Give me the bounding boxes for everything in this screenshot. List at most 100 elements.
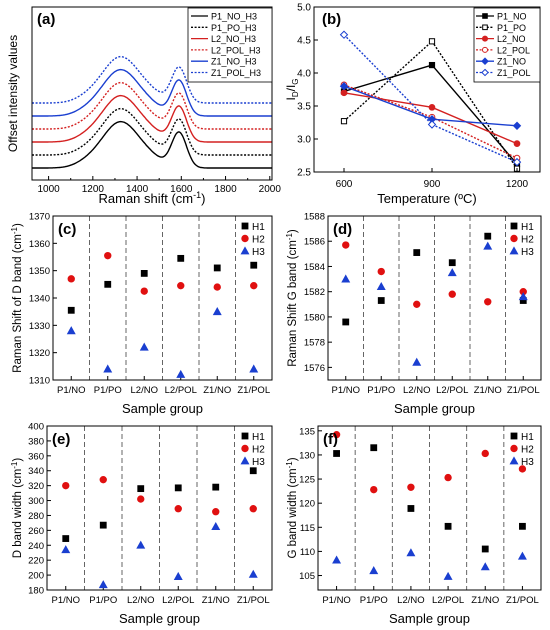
y-tick-label: 180 bbox=[28, 586, 44, 597]
legend-entry-H1: H1 bbox=[252, 222, 265, 233]
point-H3-L2/POL bbox=[173, 571, 183, 580]
x-tick-label: L2/NO bbox=[127, 595, 154, 606]
panel-c: 1310 1320 1330 1340 1350 1360 1370 P1/NO P1/PO L2… bbox=[10, 212, 273, 416]
legend-marker-H2 bbox=[241, 234, 249, 243]
x-tick-label: P1/NO bbox=[322, 595, 351, 606]
point-H3-P1/NO bbox=[61, 545, 71, 554]
x-tick-label: 600 bbox=[336, 179, 353, 190]
y-tick-label: 360 bbox=[28, 451, 44, 462]
point-H1-Z1/NO bbox=[481, 545, 489, 553]
x-axis-label: Sample group bbox=[119, 611, 200, 626]
y-axis-label: ID/IG bbox=[284, 78, 300, 100]
series-line-L2_NO_H3 bbox=[32, 94, 272, 143]
series-line-Z1_NO_H3 bbox=[32, 68, 272, 117]
y-tick-label: 110 bbox=[300, 547, 315, 558]
legend-entry-Z1_POL_H3: Z1_POL_H3 bbox=[211, 68, 261, 78]
x-tick-label: 1000 bbox=[37, 184, 60, 195]
y-tick-label: 125 bbox=[299, 475, 315, 486]
panel-label: (b) bbox=[322, 11, 341, 28]
y-tick-label: 1350 bbox=[29, 266, 50, 277]
point-H2-L2/NO bbox=[407, 483, 415, 491]
point-H2-P1/PO bbox=[104, 251, 112, 260]
x-tick-label: 900 bbox=[424, 179, 441, 190]
point-Z1_POL-1200 bbox=[512, 157, 522, 167]
panel-label: (a) bbox=[37, 11, 55, 28]
legend-marker-Z1_POL bbox=[481, 68, 489, 77]
y-tick-label: 1576 bbox=[304, 363, 325, 374]
point-L2_NO-900 bbox=[428, 103, 436, 111]
y-tick-label: 3.0 bbox=[297, 135, 311, 146]
point-H2-P1/NO bbox=[332, 430, 341, 439]
legend-entry-H3: H3 bbox=[521, 247, 534, 258]
y-tick-label: 3.5 bbox=[297, 102, 311, 113]
point-P1_NO-900 bbox=[428, 61, 436, 69]
point-H3-Z1/NO bbox=[480, 562, 490, 571]
point-L2_NO-600 bbox=[340, 89, 348, 97]
x-tick-label: Z1/POL bbox=[237, 385, 270, 396]
point-H3-P1/PO bbox=[376, 281, 386, 291]
point-H3-Z1/POL bbox=[517, 551, 527, 560]
legend-entry-Z1_POL: Z1_POL bbox=[497, 68, 531, 78]
point-H1-L2/POL bbox=[177, 254, 185, 262]
y-tick-label: 130 bbox=[299, 450, 315, 461]
y-tick-label: 1320 bbox=[29, 348, 50, 359]
x-tick-label: L2/NO bbox=[397, 595, 424, 606]
y-tick-label: 1330 bbox=[29, 321, 50, 332]
plot-frame bbox=[31, 6, 273, 181]
point-H1-Z1/NO bbox=[213, 264, 221, 272]
y-tick-label: 120 bbox=[299, 499, 315, 510]
x-tick-label: L2/POL bbox=[436, 385, 468, 396]
y-tick-label: 1588 bbox=[304, 212, 325, 223]
legend-marker-H3 bbox=[240, 456, 250, 465]
point-H3-L2/NO bbox=[136, 540, 146, 549]
point-H3-Z1/POL bbox=[248, 569, 258, 578]
x-tick-label: P1/PO bbox=[89, 595, 117, 606]
legend-entry-H2: H2 bbox=[252, 444, 265, 455]
x-axis-label: Raman shift (cm-1) bbox=[99, 190, 206, 206]
x-tick-label: P1/PO bbox=[367, 385, 395, 396]
x-tick-label: 1400 bbox=[126, 184, 149, 195]
point-H3-P1/NO bbox=[66, 326, 76, 335]
point-H2-Z1/NO bbox=[212, 508, 220, 516]
y-tick-label: 1578 bbox=[304, 338, 325, 349]
x-tick-label: L2/POL bbox=[162, 595, 194, 606]
legend-entry-P1_PO: P1_PO bbox=[497, 23, 526, 33]
series-line-P1_PO_H3 bbox=[32, 107, 272, 156]
point-H2-P1/PO bbox=[370, 485, 378, 494]
y-tick-label: 115 bbox=[300, 523, 315, 534]
point-P1_PO-900 bbox=[428, 38, 436, 45]
panel-f: 105 110 115 120 125 130 135 P1/NO P1/PO L2/NO L2/P… bbox=[285, 425, 542, 626]
y-axis-label: G band width (cm-1) bbox=[285, 457, 299, 558]
legend-marker-H2 bbox=[241, 444, 249, 453]
y-tick-label: 320 bbox=[28, 481, 44, 492]
x-tick-label: P1/NO bbox=[51, 595, 80, 606]
point-P1_PO-600 bbox=[340, 118, 348, 125]
point-H1-P1/NO bbox=[67, 306, 75, 314]
point-H2-L2/NO bbox=[140, 287, 148, 295]
y-tick-label: 1584 bbox=[304, 262, 325, 273]
x-tick-label: L2/NO bbox=[403, 385, 430, 396]
x-tick-label: L2/NO bbox=[131, 385, 158, 396]
legend-marker-H3 bbox=[509, 456, 519, 465]
point-H1-Z1/NO bbox=[484, 232, 492, 240]
legend-marker-L2_POL bbox=[481, 46, 489, 53]
point-H1-L2/NO bbox=[407, 505, 415, 512]
y-tick-label: 1582 bbox=[304, 287, 325, 298]
panel-b: 2.5 3.0 3.5 4.0 4.5 5.0 600 900 1200 Temperature … bbox=[284, 3, 541, 206]
panel-label: (d) bbox=[333, 221, 352, 238]
point-H2-Z1/NO bbox=[484, 298, 492, 306]
y-axis-label: Offset intensity values bbox=[6, 35, 20, 152]
point-H2-L2/POL bbox=[177, 282, 185, 290]
legend-marker-H1 bbox=[241, 432, 249, 440]
panel-e: 180 200 220 240 260 280 300 320 340 360 380 400 P1/N… bbox=[10, 422, 273, 626]
x-tick-label: Z1/POL bbox=[506, 595, 539, 606]
plot-frame bbox=[313, 6, 541, 173]
point-Z1_NO-600 bbox=[339, 81, 349, 91]
legend-entry-H2: H2 bbox=[521, 234, 534, 245]
y-tick-label: 1586 bbox=[304, 237, 325, 248]
point-H2-L2/POL bbox=[174, 505, 182, 513]
x-tick-label: 1200 bbox=[506, 179, 529, 190]
point-H2-P1/NO bbox=[342, 241, 350, 249]
